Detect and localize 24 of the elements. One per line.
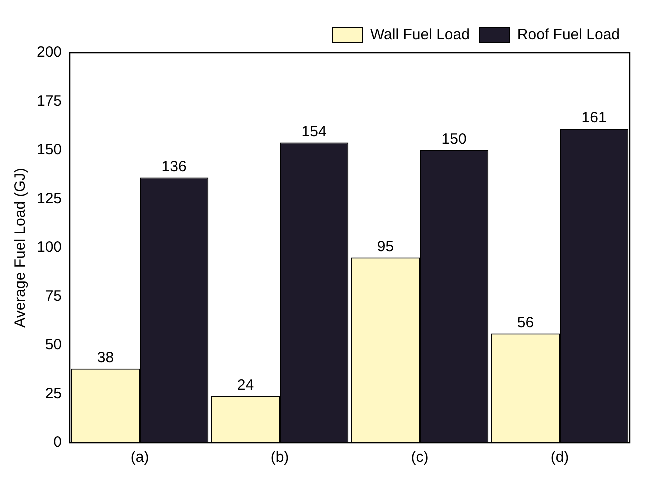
y-tick-label: 125 [36, 190, 62, 208]
y-tick-label: 175 [36, 92, 62, 110]
y-tick-label: 50 [45, 336, 62, 354]
data-label: 154 [302, 123, 327, 140]
data-label: 56 [517, 314, 534, 332]
data-label: 38 [97, 350, 114, 367]
data-label: 150 [442, 131, 467, 148]
x-tick-label: (a) [130, 449, 150, 466]
y-tick-label: 100 [36, 239, 62, 256]
legend-label: Roof Fuel Load [517, 26, 620, 44]
data-label: 95 [377, 238, 394, 256]
x-tick-label: (b) [270, 449, 290, 466]
x-tick-label: (c) [411, 449, 429, 466]
y-tick-label: 200 [36, 44, 62, 62]
y-axis-title: Average Fuel Load (GJ) [12, 168, 30, 328]
legend-label: Wall Fuel Load [370, 26, 470, 44]
data-label: 24 [237, 376, 254, 394]
data-label: 136 [162, 158, 187, 176]
y-tick-label: 150 [36, 142, 62, 159]
y-tick-label: 75 [45, 288, 62, 305]
x-tick-label: (d) [550, 449, 570, 466]
y-tick-label: 0 [54, 434, 62, 452]
data-label: 161 [582, 110, 607, 127]
y-tick-label: 25 [45, 385, 62, 402]
